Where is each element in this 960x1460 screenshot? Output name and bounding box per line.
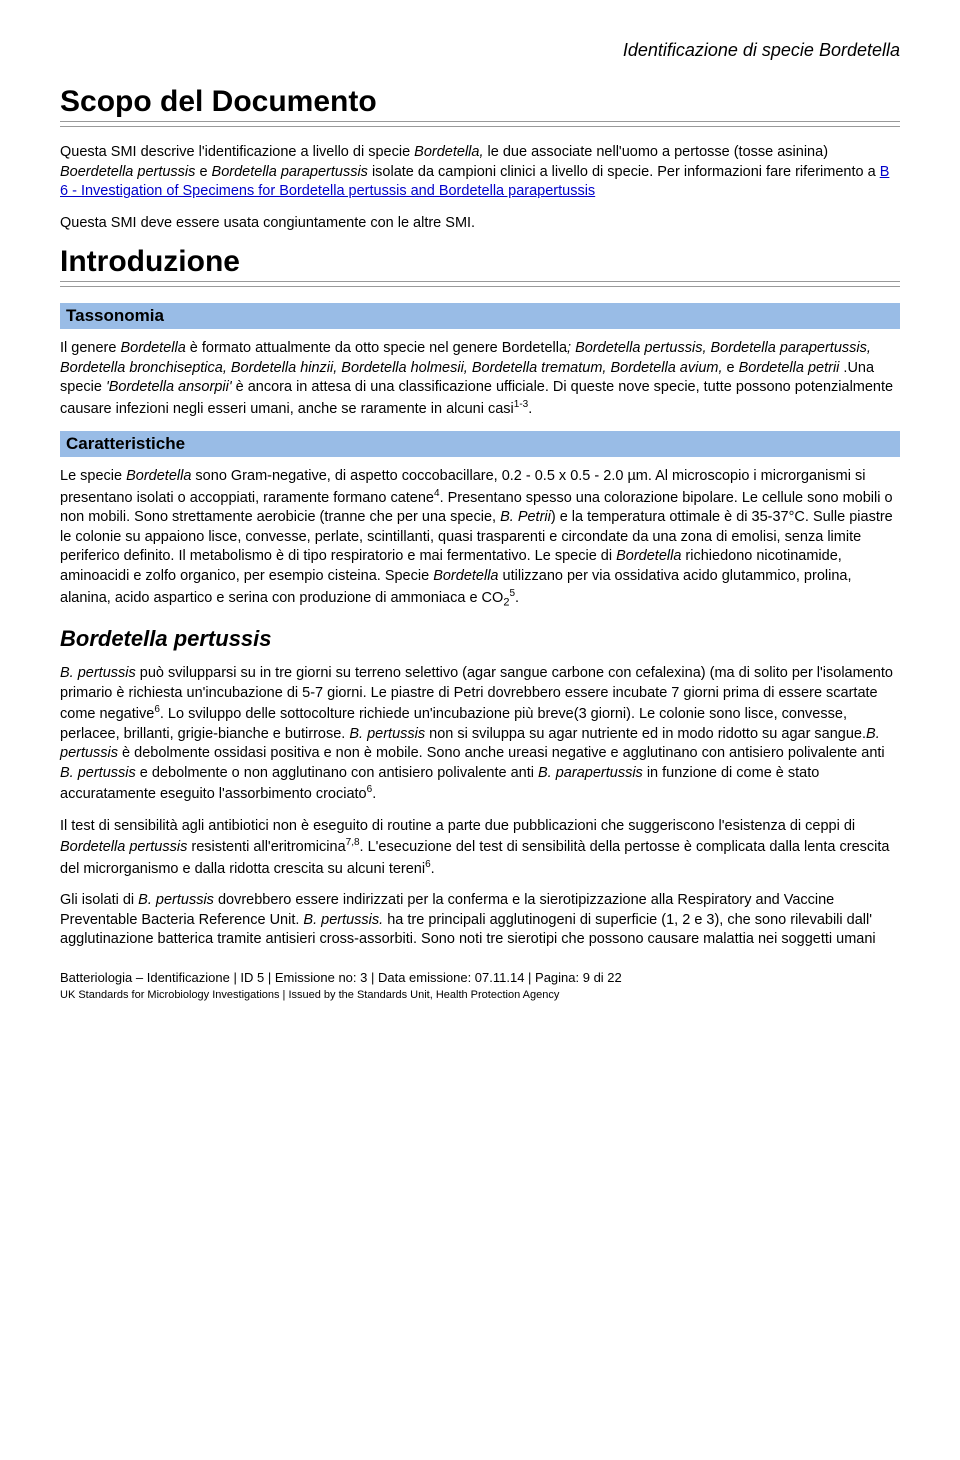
section-bar-tassonomia: Tassonomia	[60, 303, 900, 329]
text: Il genere	[60, 340, 120, 356]
text: e	[195, 164, 211, 180]
text-italic: Bordetella petrii	[739, 360, 840, 376]
text-italic: B. pertussis	[60, 765, 136, 781]
superscript: 1-3	[514, 399, 528, 410]
section-bar-caratteristiche: Caratteristiche	[60, 431, 900, 457]
intro-paragraph-1: Questa SMI descrive l'identificazione a …	[60, 143, 900, 202]
text-italic: 'Bordetella ansorpii'	[106, 379, 232, 395]
text: è debolmente ossidasi positiva e non è m…	[118, 745, 885, 761]
text-italic: Bordetella	[120, 340, 185, 356]
text: resistenti all'eritromicina	[187, 839, 345, 855]
text-italic: B. pertussis	[349, 726, 425, 742]
text-italic: B. Petrii	[500, 509, 551, 525]
intro-title-rule-wrap: Introduzione	[60, 245, 900, 287]
header-doc-title: Identificazione di specie Bordetella	[60, 40, 900, 61]
text: Il test di sensibilità agli antibiotici …	[60, 818, 855, 834]
text-italic: Bordetella,	[414, 144, 483, 160]
text: e	[723, 360, 739, 376]
text-italic: Bordetella	[616, 548, 681, 564]
intro-paragraph-2: Questa SMI deve essere usata congiuntame…	[60, 214, 900, 234]
text-italic: Bordetella	[126, 468, 191, 484]
text: isolate da campioni clinici a livello di…	[368, 164, 880, 180]
text: .	[515, 589, 519, 605]
bp-paragraph-2: Il test di sensibilità agli antibiotici …	[60, 817, 900, 879]
text: .	[431, 860, 435, 876]
text: Le specie	[60, 468, 126, 484]
section-title-introduzione: Introduzione	[60, 245, 900, 282]
footer-main: Batteriologia – Identificazione | ID 5 |…	[60, 970, 900, 985]
text: non si sviluppa su agar nutriente ed in …	[425, 726, 866, 742]
text: Gli isolati di	[60, 892, 138, 908]
superscript: 7,8	[346, 837, 360, 848]
text-italic: Boerdetella pertussis	[60, 164, 195, 180]
text-italic: B. pertussis	[138, 892, 214, 908]
text-italic: B. pertussis.	[303, 912, 383, 928]
text-italic: B. pertussis	[60, 665, 136, 681]
bp-paragraph-1: B. pertussis può svilupparsi su in tre g…	[60, 664, 900, 805]
text: Questa SMI descrive l'identificazione a …	[60, 144, 414, 160]
page-title: Scopo del Documento	[60, 85, 900, 122]
document-page: Identificazione di specie Bordetella Sco…	[0, 0, 960, 1021]
bp-paragraph-3: Gli isolati di B. pertussis dovrebbero e…	[60, 891, 900, 950]
text: le due associate nell'uomo a pertosse (t…	[484, 144, 829, 160]
text: e debolmente o non agglutinano con antis…	[136, 765, 538, 781]
footer-small: UK Standards for Microbiology Investigat…	[60, 989, 900, 1001]
text-italic: Bordetella	[433, 568, 498, 584]
text: .	[528, 401, 532, 417]
caratteristiche-paragraph: Le specie Bordetella sono Gram-negative,…	[60, 467, 900, 610]
text: .	[372, 786, 376, 802]
text-italic: Bordetella parapertussis	[212, 164, 368, 180]
title-rule-wrap: Scopo del Documento	[60, 85, 900, 127]
text-italic: B. parapertussis	[538, 765, 643, 781]
text: è formato attualmente da otto specie nel…	[186, 340, 567, 356]
tassonomia-paragraph: Il genere Bordetella è formato attualmen…	[60, 339, 900, 419]
subsection-title-bordetella-pertussis: Bordetella pertussis	[60, 626, 900, 652]
text-italic: Bordetella pertussis	[60, 839, 187, 855]
